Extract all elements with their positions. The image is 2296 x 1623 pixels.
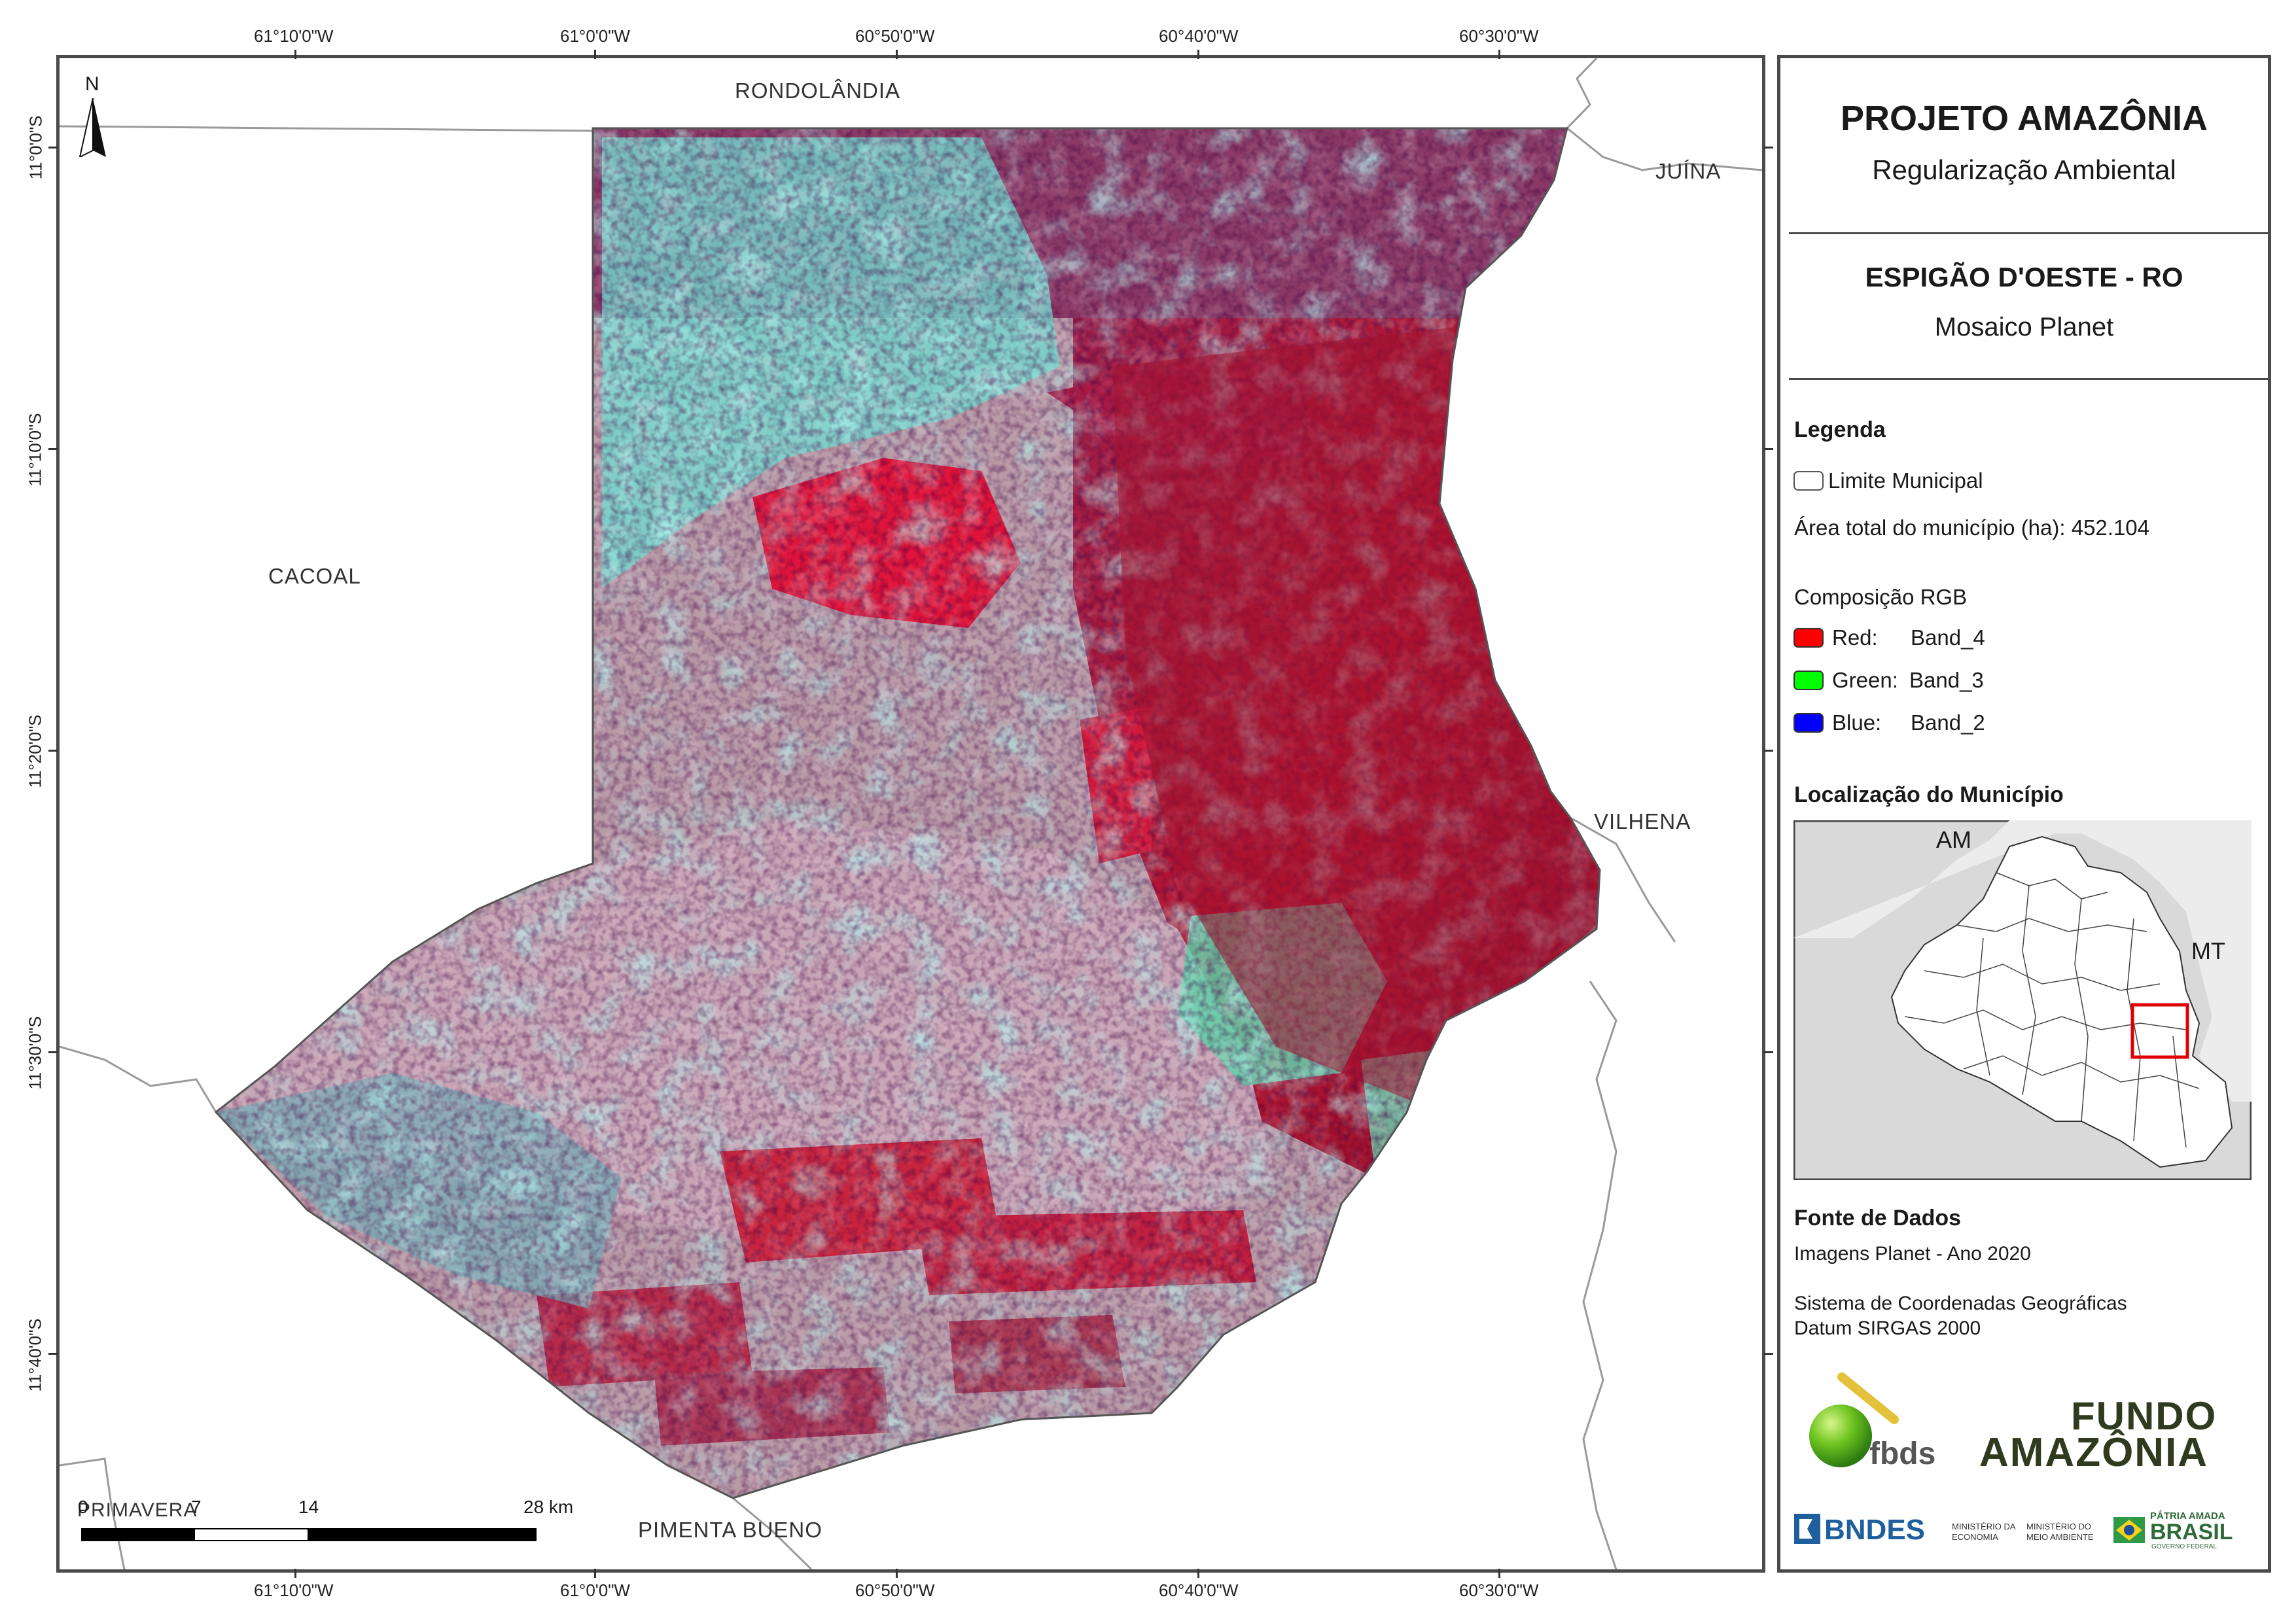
fundo-amazonia-logo: FUNDO AMAZÔNIA — [1979, 1393, 2254, 1475]
panel-title: PROJETO AMAZÔNIA — [1840, 99, 2208, 138]
coord-top-5: 60°30'0"W — [1459, 26, 1539, 46]
place-vilhena: VILHENA — [1594, 809, 1691, 833]
scale-label-14: 14 — [298, 1497, 319, 1517]
band-green-swatch — [1793, 671, 1824, 690]
brasil-text: BRASIL — [2150, 1520, 2233, 1544]
municipality-name: ESPIGÃO D'OESTE - RO — [1865, 262, 2183, 292]
sources-heading: Fonte de Dados — [1794, 1206, 1962, 1230]
coord-top-4: 60°40'0"W — [1159, 26, 1239, 46]
coord-bottom-1: 61°10'0"W — [254, 1580, 334, 1600]
north-arrow: N — [73, 73, 113, 158]
ministerio-economia: MINISTÉRIO DA ECONOMIA — [1952, 1522, 2016, 1542]
municipal-boundary — [214, 127, 1601, 1499]
band-blue-band: Band_2 — [1911, 710, 1985, 735]
bndes-logo-icon — [1794, 1514, 1820, 1544]
scale-label-28: 28 km — [523, 1497, 574, 1517]
source-line-1: Imagens Planet - Ano 2020 — [1794, 1243, 2031, 1265]
coord-bottom-2: 61°0'0"W — [560, 1580, 630, 1600]
mosaic-label: Mosaico Planet — [1934, 313, 2114, 341]
ministerio-meio-ambiente: MINISTÉRIO DO MEIO AMBIENTE — [2026, 1522, 2094, 1542]
coord-top-1: 61°10'0"W — [254, 26, 334, 46]
coord-left-2: 11°10'0"S — [25, 413, 45, 487]
governo-federal-logo: PÁTRIA AMADA BRASIL GOVERNO FEDERAL — [2112, 1508, 2259, 1554]
patria-text: PÁTRIA AMADA — [2150, 1510, 2225, 1522]
place-juina: JUÍNA — [1655, 159, 1722, 183]
source-line-3: Datum SIRGAS 2000 — [1794, 1318, 1981, 1339]
fbds-logo-icon — [1809, 1372, 1899, 1467]
map-frame — [56, 55, 1765, 1573]
legend-heading: Legenda — [1794, 417, 1886, 442]
fundo-text: FUNDO — [2071, 1394, 2217, 1438]
rgb-heading: Composição RGB — [1794, 585, 1968, 609]
band-blue-channel: Blue: — [1832, 710, 1882, 735]
band-red-swatch — [1793, 628, 1824, 648]
inset-label-am: AM — [1936, 826, 1971, 853]
scale-label-7: 7 — [191, 1497, 202, 1517]
amazonia-text: AMAZÔNIA — [1979, 1430, 2209, 1475]
north-arrow-icon — [79, 98, 106, 157]
coord-top-3: 60°50'0"W — [855, 26, 935, 46]
coord-left-5: 11°40'0"S — [25, 1318, 45, 1392]
panel-subtitle: Regularização Ambiental — [1872, 154, 2176, 185]
legend-limit-label: Limite Municipal — [1828, 468, 1983, 493]
place-pimenta-bueno: PIMENTA BUENO — [638, 1518, 822, 1542]
band-green-channel: Green: — [1832, 668, 1898, 692]
rondonia-state — [1890, 835, 2233, 1168]
bndes-text: BNDES — [1824, 1514, 1926, 1546]
scale-bar: 0 7 14 28 km — [78, 1497, 578, 1549]
band-red-band: Band_4 — [1911, 625, 1985, 650]
coord-bottom-4: 60°40'0"W — [1159, 1580, 1239, 1600]
gov-federal-text: GOVERNO FEDERAL — [2151, 1543, 2217, 1550]
locator-inset: AM MT — [1793, 820, 2252, 1180]
location-highlight — [2130, 1003, 2189, 1059]
coord-bottom-5: 60°30'0"W — [1459, 1580, 1539, 1600]
north-label: N — [85, 73, 99, 95]
place-cacoal: CACOAL — [268, 564, 361, 588]
bndes-logo: BNDES — [1794, 1514, 1932, 1546]
band-green-band: Band_3 — [1909, 668, 1984, 692]
coord-left-4: 11°30'0"S — [25, 1016, 45, 1090]
location-heading: Localização do Município — [1794, 782, 2064, 807]
fbds-text: fbds — [1869, 1437, 1936, 1471]
band-blue-swatch — [1793, 713, 1824, 733]
legend-limit-swatch — [1793, 471, 1824, 491]
coord-left-1: 11°0'0"S — [26, 115, 46, 180]
coord-bottom-3: 60°50'0"W — [855, 1580, 935, 1600]
fbds-logo: fbds — [1796, 1370, 1953, 1471]
map-canvas[interactable] — [60, 58, 1762, 1569]
legend-area: Área total do município (ha): 452.104 — [1794, 515, 2150, 540]
band-red-channel: Red: — [1832, 625, 1878, 650]
info-panel — [1777, 55, 2271, 1573]
place-primavera: PRIMAVERA — [77, 1499, 198, 1521]
coord-top-2: 61°0'0"W — [560, 26, 630, 46]
coord-left-3: 11°20'0"S — [25, 714, 45, 788]
source-line-2: Sistema de Coordenadas Geográficas — [1794, 1293, 2127, 1314]
scale-label-0: 0 — [78, 1497, 88, 1517]
place-rondolandia: RONDOLÂNDIA — [735, 79, 901, 103]
brasil-flag-icon — [2113, 1517, 2145, 1543]
inset-label-mt: MT — [2191, 937, 2225, 964]
